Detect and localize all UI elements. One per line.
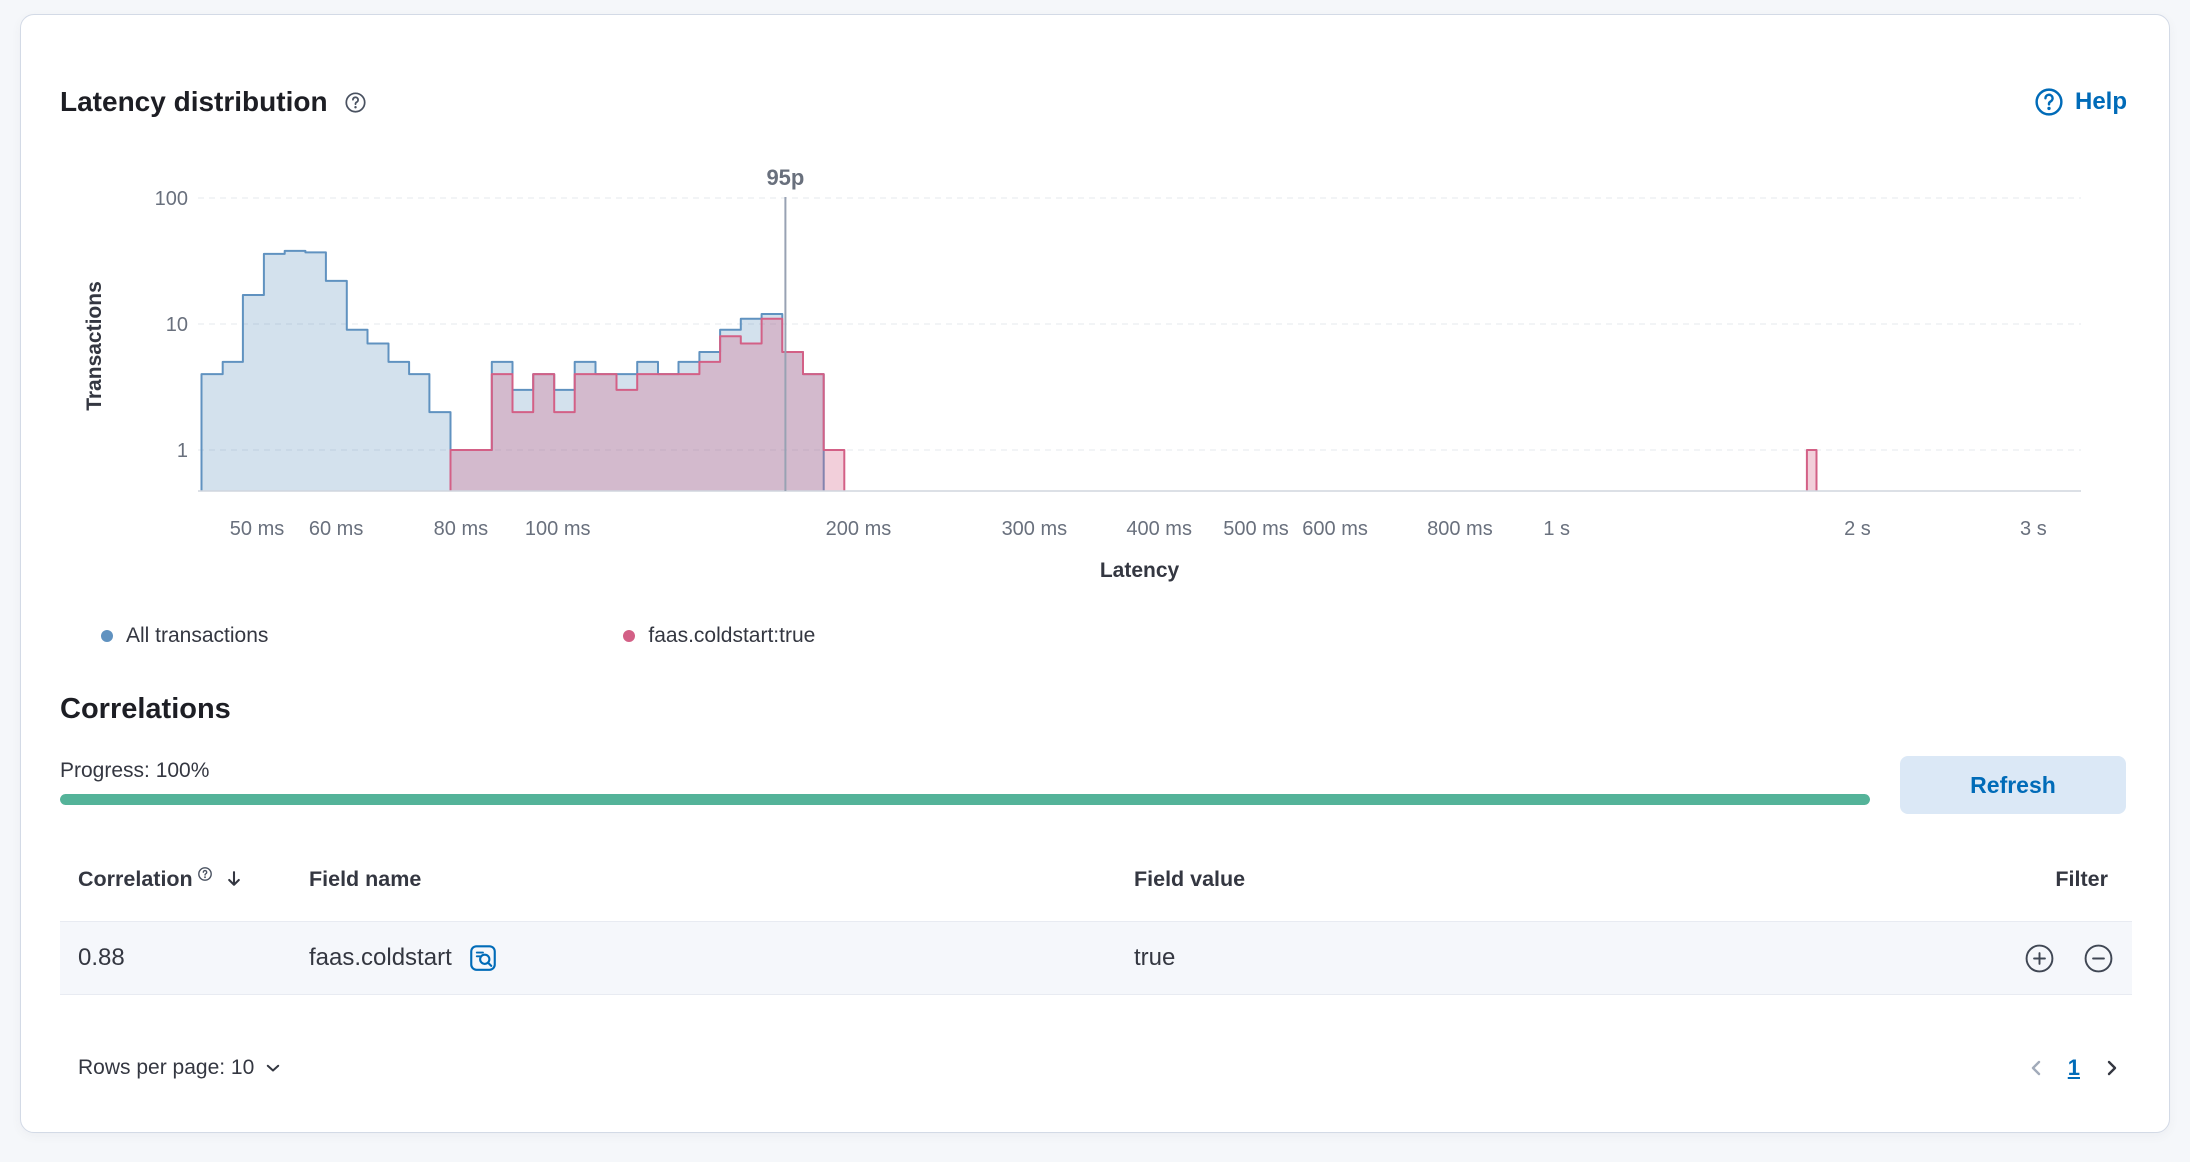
chevron-down-icon	[263, 1058, 283, 1078]
series-fill-1	[450, 318, 845, 491]
sort-descending-icon	[223, 868, 245, 890]
series-outline-1	[1805, 449, 1818, 491]
column-header-field-value: Field value	[1134, 866, 1246, 891]
refresh-button[interactable]: Refresh	[1900, 756, 2126, 814]
x-axis-tick-label: 100 ms	[525, 518, 591, 540]
progress-bar-fill	[60, 794, 1870, 805]
latency-distribution-chart[interactable]: 100 10 1 50 ms 60 ms 80 ms 100 ms 200 ms 300 ms 4…	[61, 161, 2091, 606]
correlations-heading: Correlations	[60, 693, 231, 725]
next-page-icon[interactable]	[2100, 1056, 2124, 1080]
y-axis-tick-label: 100	[155, 188, 188, 210]
legend-label: faas.coldstart:true	[648, 624, 816, 647]
filter-exclude-icon[interactable]	[2083, 943, 2114, 974]
table-header: Correlation Field name Field value Filte…	[60, 857, 2132, 901]
x-axis-tick-label: 1 s	[1543, 518, 1570, 540]
latency-distribution-panel: Latency distribution Help 100 10 1 50 ms 60 …	[20, 14, 2170, 1133]
table-footer: Rows per page: 10 1	[60, 1046, 2130, 1090]
table-row: 0.88 faas.coldstart true	[60, 921, 2132, 995]
help-label: Help	[2074, 88, 2127, 116]
column-header-correlation[interactable]: Correlation	[78, 867, 245, 892]
x-axis-tick-label: 50 ms	[230, 518, 284, 540]
x-axis-tick-label: 600 ms	[1302, 518, 1368, 540]
help-link[interactable]: Help	[2034, 87, 2127, 117]
y-axis-title: Transactions	[83, 281, 106, 411]
progress-label: Progress: 100%	[60, 759, 210, 782]
x-axis-tick-label: 500 ms	[1223, 518, 1289, 540]
y-axis-tick-label: 10	[166, 314, 188, 336]
column-header-field-name: Field name	[309, 866, 422, 891]
column-header-filter: Filter	[2055, 866, 2108, 891]
panel-header: Latency distribution Help	[60, 86, 2127, 118]
legend-item-coldstart[interactable]: faas.coldstart:true	[623, 624, 815, 648]
x-axis-tick-label: 400 ms	[1126, 518, 1192, 540]
cell-field-value: true	[1134, 944, 1176, 971]
x-axis-tick-label: 300 ms	[1002, 518, 1068, 540]
x-axis-tick-label: 60 ms	[309, 518, 363, 540]
correlation-help-icon	[197, 866, 213, 882]
legend-dot-all-transactions	[101, 630, 113, 642]
chart-legend: All transactions faas.coldstart:true	[101, 621, 815, 651]
title-help-icon	[344, 91, 367, 114]
x-axis-tick-label: 2 s	[1844, 518, 1871, 540]
legend-dot-coldstart	[623, 630, 636, 642]
cell-correlation: 0.88	[78, 944, 125, 971]
y-axis-tick-label: 1	[177, 440, 188, 462]
help-icon[interactable]	[2034, 87, 2064, 117]
previous-page-icon[interactable]	[2024, 1056, 2048, 1080]
inspect-field-icon[interactable]	[468, 943, 498, 973]
legend-label: All transactions	[126, 624, 269, 647]
filter-include-icon[interactable]	[2024, 943, 2055, 974]
x-axis-tick-label: 200 ms	[826, 518, 892, 540]
page-number-1[interactable]: 1	[2064, 1055, 2084, 1081]
series-fill-1	[1806, 450, 1817, 491]
legend-item-all-transactions[interactable]: All transactions	[101, 624, 268, 648]
series-fill-0	[201, 250, 824, 491]
percentile-95-label: 95p	[766, 165, 804, 190]
panel-title: Latency distribution	[60, 86, 328, 117]
x-axis-title: Latency	[1100, 559, 1180, 582]
progress-bar	[60, 794, 1870, 805]
x-axis-tick-label: 80 ms	[434, 518, 488, 540]
x-axis-tick-label: 800 ms	[1427, 518, 1493, 540]
x-axis-tick-label: 3 s	[2020, 518, 2047, 540]
rows-per-page-button[interactable]: Rows per page: 10	[60, 1056, 283, 1080]
pagination: 1	[2024, 1055, 2130, 1081]
cell-field-name: faas.coldstart	[309, 944, 452, 971]
